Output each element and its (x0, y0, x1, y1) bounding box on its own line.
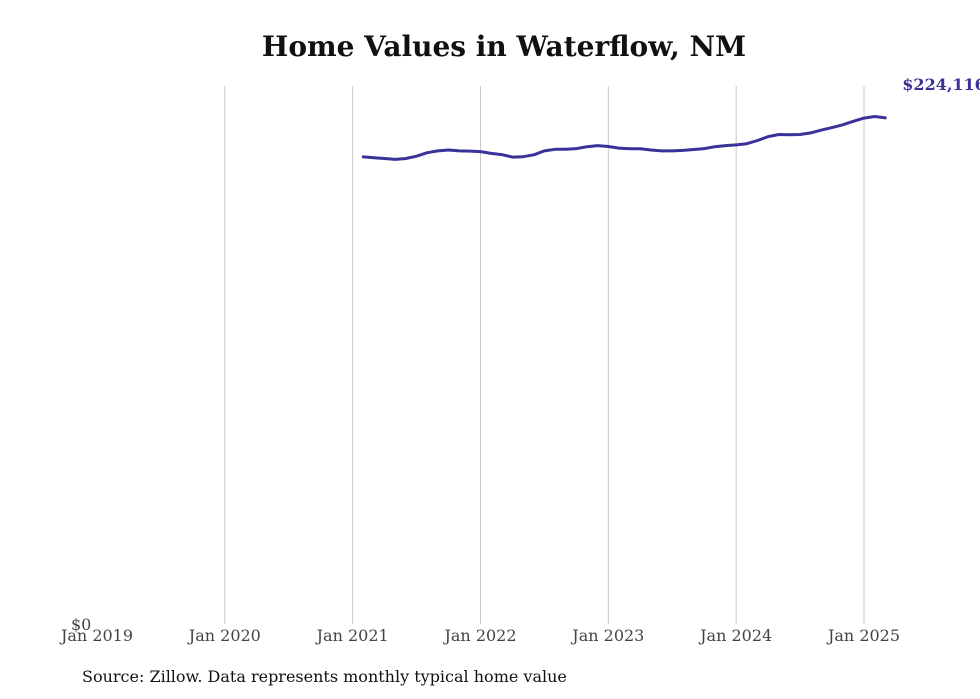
series-line-0 (361, 115, 887, 161)
y-tick-label-0: $0 (71, 615, 91, 634)
series-layer: $224,116 (361, 75, 980, 161)
chart-title: Home Values in Waterflow, NM (261, 30, 747, 63)
source-note: Source: Zillow. Data represents monthly … (82, 667, 567, 686)
x-tick-label-2024: Jan 2024 (698, 626, 772, 645)
end-value-label: $224,116 (902, 75, 980, 94)
x-tick-label-2019: Jan 2019 (59, 626, 133, 645)
x-tick-label-2023: Jan 2023 (570, 626, 644, 645)
x-tick-label-2025: Jan 2025 (826, 626, 900, 645)
x-tick-label-2022: Jan 2022 (442, 626, 516, 645)
x-tick-label-2020: Jan 2020 (187, 626, 261, 645)
x-axis-ticks: Jan 2019 Jan 2020 Jan 2021 Jan 2022 Jan 2023… (59, 626, 900, 645)
gridlines (224, 86, 865, 624)
x-tick-label-2021: Jan 2021 (315, 626, 389, 645)
